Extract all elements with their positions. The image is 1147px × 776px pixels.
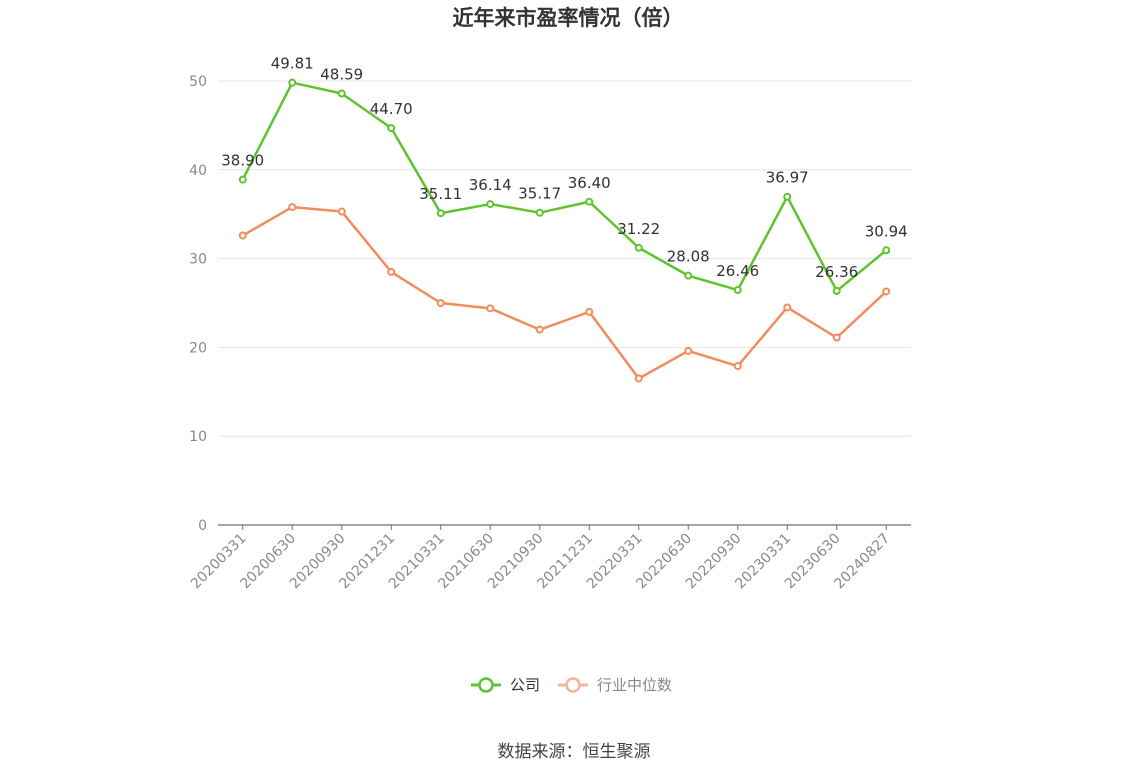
data-point-industry <box>882 287 891 296</box>
data-point-industry <box>238 231 247 240</box>
legend-item-company[interactable]: 公司 <box>471 676 540 694</box>
data-point-company <box>486 200 495 209</box>
data-label-company: 36.14 <box>469 176 512 194</box>
legend-industry-marker <box>565 677 581 693</box>
y-tick-label: 40 <box>189 163 207 179</box>
data-point-company <box>288 78 297 87</box>
y-tick-label: 10 <box>189 429 207 445</box>
series-industry <box>238 203 891 383</box>
data-point-industry <box>733 362 742 371</box>
data-point-industry <box>436 299 445 307</box>
data-point-industry <box>684 346 693 355</box>
data-point-industry <box>387 267 396 276</box>
data-point-company <box>783 192 792 201</box>
data-point-company <box>634 243 643 252</box>
data-point-industry <box>832 333 841 342</box>
data-point-company <box>585 197 594 206</box>
data-labels: 38.90 49.81 48.59 44.70 35.11 36.14 35.17 36.40… <box>221 55 907 281</box>
series-company <box>238 78 891 295</box>
legend-company-label: 公司 <box>510 676 540 694</box>
series-line-industry <box>242 205 888 380</box>
data-point-company <box>535 208 544 217</box>
y-axis: 0 10 20 30 40 50 <box>189 74 207 534</box>
data-label-company: 26.46 <box>716 262 759 280</box>
data-label-company: 36.40 <box>568 174 611 192</box>
legend-industry-label: 行业中位数 <box>597 676 672 694</box>
data-label-company: 36.97 <box>766 169 809 187</box>
grid-lines <box>218 80 911 437</box>
data-point-industry <box>783 303 792 312</box>
data-label-company: 26.36 <box>815 263 858 281</box>
data-point-company <box>436 209 445 218</box>
data-label-company: 44.70 <box>370 100 413 118</box>
x-axis: 2020033120200630202009302020123120210331… <box>188 524 911 592</box>
data-label-company: 30.94 <box>865 222 908 240</box>
data-point-industry <box>486 304 495 313</box>
legend: 公司 行业中位数 <box>471 676 672 694</box>
data-point-company <box>238 175 247 184</box>
data-point-industry <box>585 307 594 316</box>
data-point-company <box>337 89 346 98</box>
series-line-company <box>241 81 888 293</box>
source-note: 数据来源：恒生聚源 <box>498 742 651 762</box>
data-label-company: 38.90 <box>221 152 264 170</box>
data-point-industry <box>337 207 346 216</box>
data-point-industry <box>535 325 544 334</box>
y-tick-label: 0 <box>198 518 207 534</box>
data-point-company <box>387 124 396 133</box>
legend-company-marker <box>478 677 494 693</box>
data-point-company <box>832 286 841 295</box>
data-point-company <box>882 246 891 255</box>
data-label-company: 35.11 <box>419 185 462 203</box>
data-point-industry <box>634 374 643 383</box>
data-label-company: 28.08 <box>667 248 710 266</box>
data-label-company: 49.81 <box>271 55 314 73</box>
y-tick-label: 20 <box>189 340 207 356</box>
y-tick-label: 50 <box>189 74 207 90</box>
legend-item-industry[interactable]: 行业中位数 <box>558 676 672 694</box>
chart-title: 近年来市盈率情况（倍） <box>453 6 684 30</box>
data-point-company <box>733 286 742 295</box>
y-tick-label: 30 <box>189 252 207 268</box>
data-point-industry <box>288 203 297 212</box>
data-label-company: 31.22 <box>617 220 660 238</box>
data-label-company: 35.17 <box>518 185 561 203</box>
data-label-company: 48.59 <box>320 66 363 84</box>
data-point-company <box>684 271 693 280</box>
series-layer <box>238 78 891 383</box>
